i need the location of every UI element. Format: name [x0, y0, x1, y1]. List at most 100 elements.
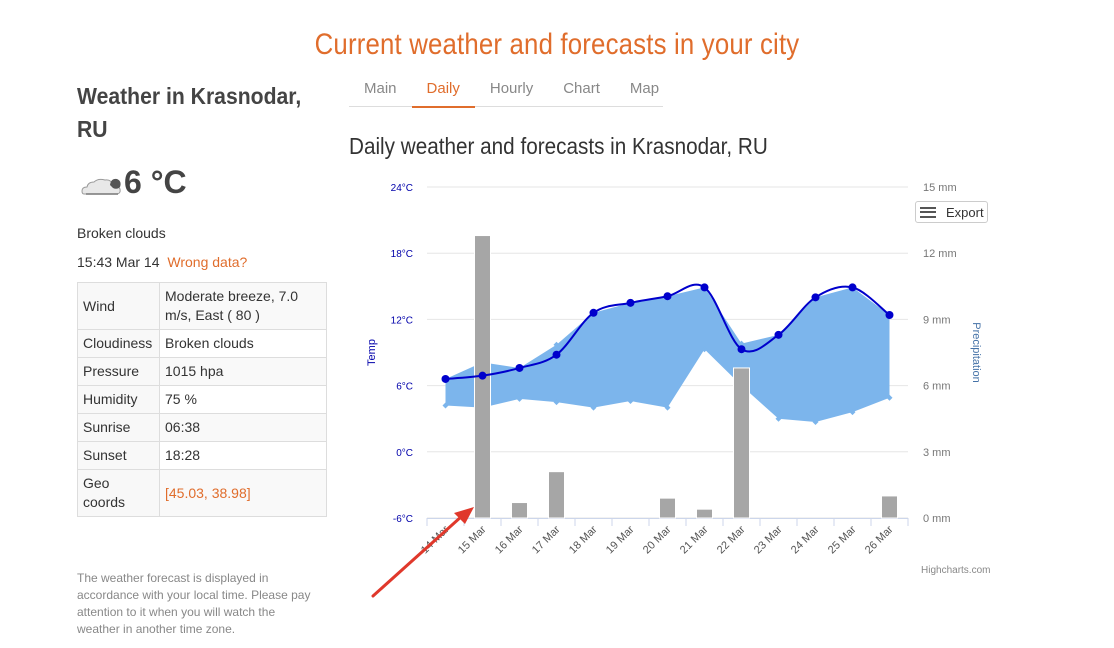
y-axis-title-right: Precipitation [970, 322, 982, 383]
export-button[interactable]: Export [915, 201, 988, 223]
precipitation-bar [511, 502, 528, 519]
menu-icon [920, 206, 936, 218]
y-tick-right: 12 mm [923, 248, 957, 260]
x-tick-label: 19 Mar [604, 523, 637, 556]
temperature-point [441, 374, 450, 383]
tab-daily[interactable]: Daily [411, 74, 475, 108]
x-tick-label: 14 Mar [419, 523, 452, 556]
detail-key: Cloudiness [77, 329, 160, 358]
temperature-point [848, 283, 857, 292]
city-title: Weather in Krasnodar, RU [77, 83, 302, 142]
range-low-point [701, 346, 708, 353]
x-tick-label: 15 Mar [456, 523, 489, 556]
observation-time: 15:43 Mar 14 [77, 254, 160, 270]
temperature-point [885, 310, 894, 319]
daily-forecast-chart: -6°C 0°C 6°C 12°C 18°C 24°C 0 mm 3 mm 6 mm 9 mm 12… [366, 182, 982, 556]
temperature-point [774, 330, 783, 339]
x-tick-label: 24 Mar [789, 523, 822, 556]
tab-chart[interactable]: Chart [563, 80, 600, 97]
x-tick-label: 25 Mar [826, 523, 859, 556]
detail-value: 75 % [159, 385, 327, 414]
x-tick-label: 17 Mar [530, 523, 563, 556]
range-high-point [738, 340, 745, 347]
range-low-point [516, 395, 523, 402]
range-low-point [775, 415, 782, 422]
detail-key: Sunrise [77, 413, 160, 442]
range-low-point [849, 409, 856, 416]
temperature-value: 6 °C [124, 164, 187, 200]
detail-value: 1015 hpa [159, 357, 327, 386]
range-low-point [664, 404, 671, 411]
detail-key: Geo coords [77, 469, 160, 517]
precipitation-bar [733, 367, 750, 519]
condition-text: Broken clouds [77, 225, 166, 241]
detail-row: Pressure 1015 hpa [77, 357, 327, 386]
section-title: Daily weather and forecasts in Krasnodar… [349, 133, 768, 159]
detail-row: Humidity 75 % [77, 385, 327, 414]
range-low-point [886, 394, 893, 401]
weather-details-table: Wind Moderate breeze, 7.0 m/s, East ( 80 … [77, 282, 327, 517]
y-tick-left: 0°C [396, 448, 413, 459]
detail-value: 06:38 [159, 413, 327, 442]
precipitation-bar [548, 471, 565, 519]
y-tick-left: -6°C [393, 514, 413, 525]
x-tick-label: 20 Mar [641, 523, 674, 556]
temperature-point [811, 293, 820, 302]
tab-map[interactable]: Map [629, 80, 660, 97]
tab-main[interactable]: Main [364, 80, 397, 97]
y-tick-right: 3 mm [923, 447, 951, 459]
y-tick-right: 0 mm [923, 513, 951, 525]
x-tick-label: 21 Mar [678, 523, 711, 556]
range-low-point [627, 398, 634, 405]
wrong-data-link[interactable]: Wrong data? [167, 254, 248, 270]
geo-coords-link[interactable]: [45.03, 38.98] [159, 469, 327, 517]
detail-row: Sunset 18:28 [77, 441, 327, 470]
highcharts-credit-link[interactable]: Highcharts.com [921, 565, 991, 576]
x-tick-label: 26 Mar [863, 523, 896, 556]
range-low-point [812, 419, 819, 426]
x-tick-label: 23 Mar [752, 523, 785, 556]
temperature-point [663, 292, 672, 301]
tab-hourly[interactable]: Hourly [489, 80, 534, 97]
detail-row: Wind Moderate breeze, 7.0 m/s, East ( 80 … [77, 282, 327, 330]
timezone-note: The weather forecast is displayed in acc… [77, 571, 311, 636]
detail-value: Moderate breeze, 7.0 m/s, East ( 80 ) [159, 282, 327, 330]
detail-value: 18:28 [159, 441, 327, 470]
y-tick-right: 15 mm [923, 182, 957, 194]
range-low-point [442, 402, 449, 409]
temperature-point [478, 371, 487, 380]
detail-row: Cloudiness Broken clouds [77, 329, 327, 358]
x-tick-label: 18 Mar [567, 523, 600, 556]
x-tick-label: 16 Mar [493, 523, 526, 556]
y-axis-title-left: Temp [366, 339, 378, 366]
temperature-point [626, 298, 635, 307]
observation-time-row: 15:43 Mar 14 Wrong data? [77, 254, 247, 270]
precipitation-bar [881, 495, 898, 519]
temperature-point [737, 345, 746, 354]
detail-key: Pressure [77, 357, 160, 386]
precipitation-bar [659, 497, 676, 519]
y-tick-right: 6 mm [923, 381, 951, 393]
temperature-point [552, 350, 561, 359]
detail-row: Geo coords [45.03, 38.98] [77, 469, 327, 517]
precipitation-bar [696, 508, 713, 519]
export-label: Export [946, 204, 984, 220]
temperature-point [589, 308, 598, 317]
detail-key: Sunset [77, 441, 160, 470]
y-tick-right: 9 mm [923, 314, 951, 326]
y-tick-left: 18°C [391, 249, 413, 260]
range-low-point [553, 399, 560, 406]
detail-value: Broken clouds [159, 329, 327, 358]
current-temperature: 6 °C [80, 164, 187, 201]
y-tick-left: 12°C [391, 315, 413, 326]
temperature-range-area [445, 287, 890, 423]
detail-key: Wind [77, 282, 160, 330]
site-title: Current weather and forecasts in your ci… [314, 28, 800, 61]
temperature-point [700, 283, 709, 292]
y-tick-left: 6°C [396, 382, 413, 393]
detail-key: Humidity [77, 385, 160, 414]
range-high-point [553, 341, 560, 348]
y-tick-left: 24°C [391, 183, 413, 194]
range-low-point [590, 404, 597, 411]
detail-row: Sunrise 06:38 [77, 413, 327, 442]
